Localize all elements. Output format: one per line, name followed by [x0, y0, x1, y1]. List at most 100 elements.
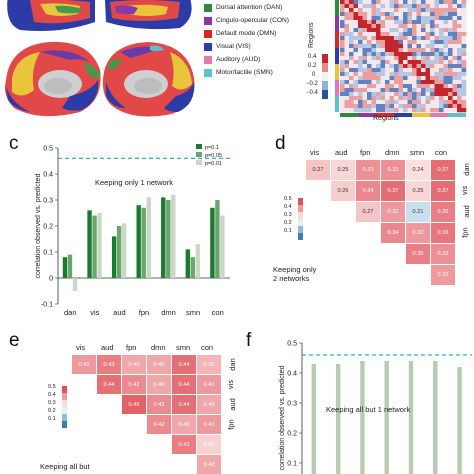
heatmap-cell [362, 24, 368, 29]
heatmap-cell [349, 12, 354, 17]
heatmap-cell [394, 44, 399, 49]
heatmap-cell [439, 60, 444, 65]
chart-c-annotation: Keeping only 1 network [95, 178, 173, 187]
heatmap-cell [349, 68, 354, 73]
heatmap-cell [457, 36, 462, 41]
matrix-cell: 0.34 [356, 181, 380, 201]
heatmap-cell [416, 100, 422, 105]
heatmap-cell [398, 36, 404, 41]
heatmap-cell [362, 52, 368, 57]
legend-label: Auditory (AUD) [216, 56, 261, 63]
legend-swatch [204, 16, 212, 25]
heatmap-cell [349, 48, 354, 53]
heatmap-cell [344, 68, 350, 73]
y-axis-label: correlation observed vs. predicted [279, 365, 286, 470]
bar [433, 361, 438, 474]
heatmap-cell [385, 64, 390, 69]
heatmap-cell [371, 28, 377, 33]
heatmap-cell [425, 44, 431, 49]
heatmap-cell [407, 4, 413, 9]
matrix-cell: 0.40 [197, 395, 221, 414]
heatmap-cell [358, 92, 363, 97]
heatmap-cell [344, 84, 350, 89]
heatmap-cell [349, 8, 354, 13]
heatmap-cell [380, 16, 386, 21]
heatmap-cell [430, 108, 435, 113]
heatmap-cell [371, 92, 377, 97]
heatmap-cell [385, 32, 390, 37]
heatmap-cell [344, 24, 350, 29]
heatmap-cell [430, 72, 435, 77]
heatmap-cell [389, 40, 395, 45]
heatmap-cell [430, 100, 435, 105]
heatmap-cell [380, 48, 386, 53]
heatmap-cell [385, 52, 390, 57]
matrix-cell: 0.24 [406, 160, 430, 180]
x-tick-label: dmn [161, 308, 176, 317]
heatmap-cell [421, 40, 426, 45]
heatmap-cell [439, 48, 444, 53]
heatmap-cell [416, 96, 422, 101]
heatmap-cell [461, 12, 467, 17]
heatmap-cell [430, 60, 435, 65]
heatmap-cell [385, 28, 390, 33]
heatmap-cell [353, 92, 359, 97]
heatmap-cell [421, 28, 426, 33]
heatmap-cell [416, 16, 422, 21]
heatmap-cell [407, 108, 413, 113]
bar [360, 361, 365, 474]
heatmap-cell [380, 76, 386, 81]
heatmap-cell [443, 76, 449, 81]
heatmap-cell [371, 72, 377, 77]
heatmap-cell [344, 60, 350, 65]
heatmap-cell [371, 8, 377, 13]
heatmap-cell [385, 20, 390, 25]
heatmap-cell [394, 48, 399, 53]
heatmap-cell [412, 100, 417, 105]
heatmap-cell [448, 36, 453, 41]
heatmap-cell [344, 16, 350, 21]
legend-swatch [204, 3, 212, 12]
heatmap-cell [425, 12, 431, 17]
heatmap-cell [398, 108, 404, 113]
heatmap-cell [407, 84, 413, 89]
heatmap-cell [457, 64, 462, 69]
legend-label: p=0.05 [205, 153, 222, 159]
heatmap-cell [452, 104, 458, 109]
heatmap-cell [434, 104, 440, 109]
network-strip [335, 96, 339, 112]
matrix-col-label: smn [410, 148, 425, 157]
heatmap-cell [385, 16, 390, 21]
bar [210, 207, 215, 278]
heatmap-cell [425, 28, 431, 33]
heatmap-cell [353, 60, 359, 65]
heatmap-cell [389, 24, 395, 29]
heatmap-cell [376, 40, 381, 45]
heatmap-cell [349, 72, 354, 77]
heatmap-cell [380, 44, 386, 49]
legend-item-aud: Auditory (AUD) [204, 54, 260, 65]
heatmap-cell [353, 20, 359, 25]
heatmap-cell [434, 48, 440, 53]
bar [166, 200, 171, 278]
heatmap-cell [380, 80, 386, 85]
heatmap-cell [358, 52, 363, 57]
heatmap-cell [403, 92, 408, 97]
heatmap-cell [358, 96, 363, 101]
heatmap-cell [439, 56, 444, 61]
heatmap-cell [421, 48, 426, 53]
heatmap-cell [385, 0, 390, 5]
heatmap-cell [430, 8, 435, 13]
heatmap-cell [394, 104, 399, 109]
heatmap-cell [434, 8, 440, 13]
heatmap-cell [448, 104, 453, 109]
heatmap-cell [421, 52, 426, 57]
heatmap-cell [425, 60, 431, 65]
heatmap-cell [416, 108, 422, 113]
heatmap-cell [461, 56, 467, 61]
heatmap-cell [434, 72, 440, 77]
heatmap-cell [430, 68, 435, 73]
heatmap-cell [371, 108, 377, 113]
heatmap-cell [434, 12, 440, 17]
matrix-row-label: fpn [460, 227, 470, 238]
